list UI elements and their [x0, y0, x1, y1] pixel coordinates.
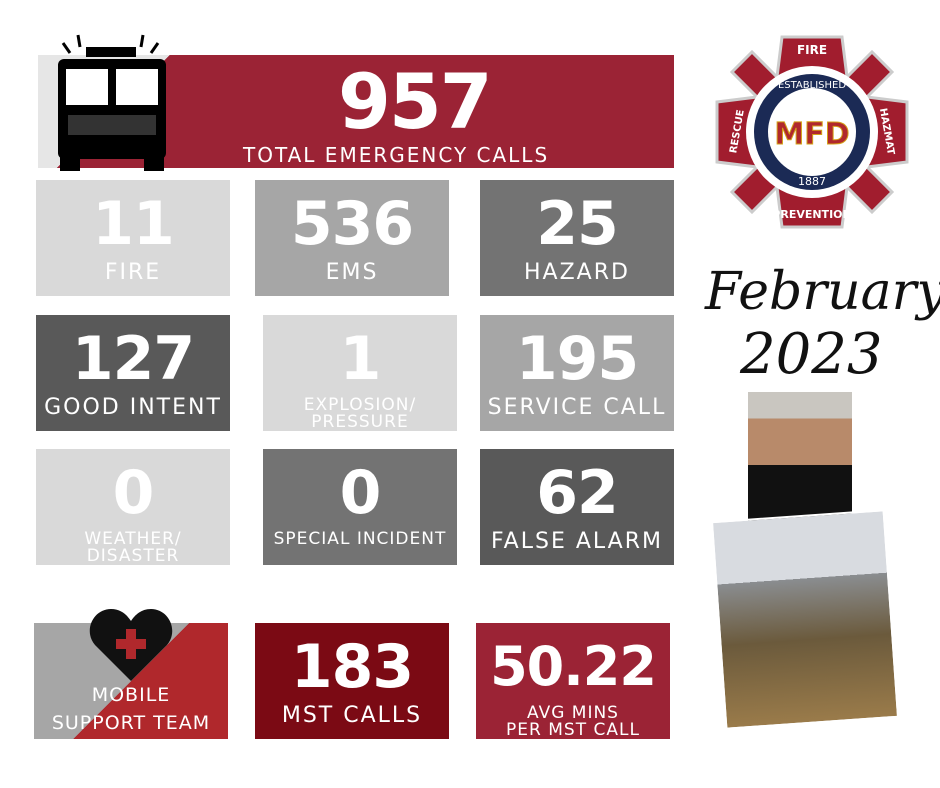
stat-value: 0	[339, 458, 382, 528]
stat-value: 0	[112, 458, 155, 528]
stat-label: EXPLOSION/ PRESSURE	[303, 395, 417, 432]
stat-label: HAZARD	[524, 260, 630, 285]
heart-plus-icon	[89, 609, 173, 681]
stat-label: SERVICE CALL	[487, 395, 667, 420]
fire-department-logo: FIRE PREVENTION RESCUE HAZMAT ESTABLISHE…	[715, 35, 909, 229]
stat-box-good-intent: 127 GOOD INTENT	[36, 315, 230, 431]
stat-label: WEATHER/ DISASTER	[84, 529, 182, 566]
mst-title-box: MOBILE SUPPORT TEAM CALLS	[34, 609, 228, 762]
mst-calls-box: 183 MST CALLS	[255, 623, 449, 739]
stat-box-service-call: 195 SERVICE CALL	[480, 315, 674, 431]
mst-title: MOBILE SUPPORT TEAM CALLS	[51, 684, 211, 762]
total-calls-label: TOTAL EMERGENCY CALLS	[243, 143, 550, 167]
stat-box-explosion-pressure: 1 EXPLOSION/ PRESSURE	[263, 315, 457, 431]
svg-text:ESTABLISHED: ESTABLISHED	[778, 80, 846, 91]
total-calls-value: 957	[338, 57, 493, 146]
mst-calls-label: MST CALLS	[281, 703, 423, 728]
mst-avg-label: AVG MINS PER MST CALL	[506, 703, 640, 740]
stat-label: GOOD INTENT	[44, 395, 222, 420]
firefighters-photo	[710, 509, 900, 730]
mst-avg-box: 50.22 AVG MINS PER MST CALL	[476, 623, 670, 739]
stat-box-weather-disaster: 0 WEATHER/ DISASTER	[36, 449, 230, 565]
stat-label: FALSE ALARM	[491, 529, 663, 554]
stat-box-false-alarm: 62 FALSE ALARM	[480, 449, 674, 565]
mst-avg-value: 50.22	[490, 635, 657, 698]
stat-value: 25	[536, 189, 619, 259]
stat-label: SPECIAL INCIDENT	[273, 529, 447, 549]
total-calls-banner: 957 TOTAL EMERGENCY CALLS	[38, 34, 674, 171]
stat-box-ems: 536 EMS	[255, 180, 449, 296]
stat-value: 536	[290, 189, 414, 259]
stat-box-special-incident: 0 SPECIAL INCIDENT	[263, 449, 457, 565]
stat-value: 127	[71, 324, 195, 394]
month-label: February	[705, 262, 940, 322]
stat-value: 11	[92, 189, 175, 259]
year-label: 2023	[740, 322, 883, 387]
stat-box-hazard: 25 HAZARD	[480, 180, 674, 296]
svg-text:1887: 1887	[798, 175, 826, 188]
stat-value: 1	[339, 324, 382, 394]
svg-text:PREVENTION: PREVENTION	[772, 208, 851, 221]
svg-text:FIRE: FIRE	[797, 43, 827, 57]
fire-truck-icon	[58, 34, 166, 171]
chief-portrait-photo	[748, 392, 852, 525]
stat-value: 195	[515, 324, 639, 394]
mst-calls-value: 183	[290, 632, 414, 702]
stat-label: EMS	[325, 260, 379, 285]
stat-label: FIRE	[104, 260, 162, 285]
stat-value: 62	[536, 458, 619, 528]
stat-box-fire: 11 FIRE	[36, 180, 230, 296]
svg-text:MFD: MFD	[774, 117, 849, 152]
